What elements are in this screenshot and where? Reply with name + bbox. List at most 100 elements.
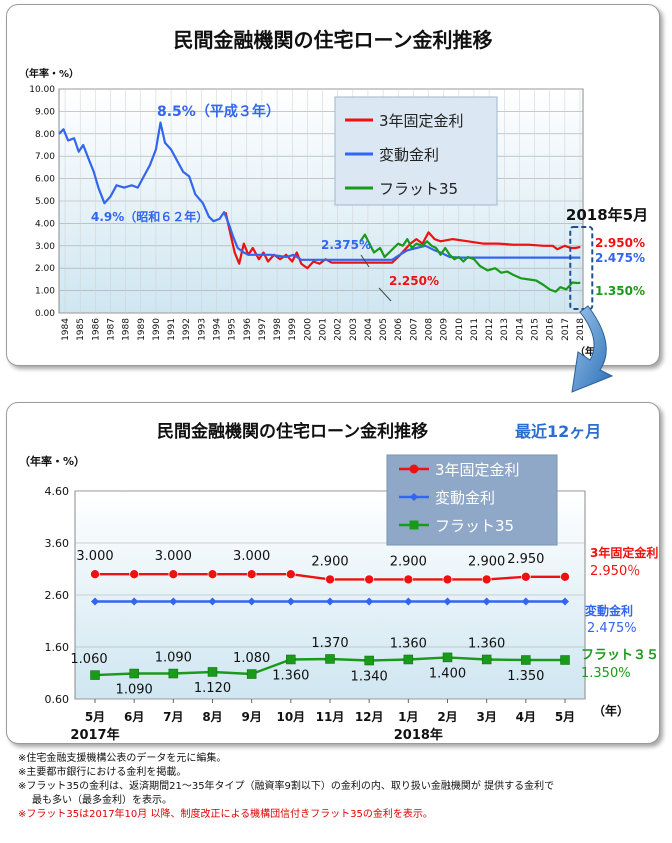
x-tick-label: 8月 — [202, 710, 222, 724]
point-variable-8 — [404, 597, 413, 606]
point-variable-10 — [482, 597, 491, 606]
data-label-fixed-6: 2.900 — [311, 554, 348, 569]
data-label-flat35-5: 1.360 — [272, 668, 309, 683]
year-label: 2017年 — [70, 727, 119, 743]
x-tick-label: 7月 — [163, 710, 183, 724]
x-tick-label: 2001 — [319, 318, 329, 341]
point-flat35-9 — [442, 652, 453, 663]
latest-highlight-box — [569, 226, 594, 310]
x-tick-label: 1999 — [288, 318, 298, 341]
y-tick-label: 2.00 — [35, 264, 55, 274]
recent-12-months-chart-panel: 民間金融機関の住宅ローン金利推移 最近12ヶ月 （年率・%） 0.60 1.60 2.60… — [6, 402, 660, 744]
x-tick-label: 1991 — [167, 318, 177, 341]
x-tick-label: 9月 — [241, 710, 261, 724]
point-fixed-9 — [442, 574, 453, 585]
recent-12-months-chart: 民間金融機関の住宅ローン金利推移 最近12ヶ月 （年率・%） 0.60 1.60 2.60… — [19, 421, 659, 743]
point-fixed-7 — [364, 574, 374, 585]
y-tick-label: 3.60 — [45, 537, 70, 550]
x-tick-label: 2009 — [440, 318, 450, 341]
legend-label-1: 変動金利 — [435, 489, 495, 507]
point-fixed-4 — [246, 569, 257, 579]
x-tick-label: 1996 — [243, 318, 253, 341]
annotation-latest-month: 2018年5月 — [566, 206, 648, 224]
annotation-1987: 4.9%（昭和６２年） — [91, 209, 208, 224]
end-label-fixed-name: 3年固定金利 — [590, 545, 658, 560]
x-tick-label: 10月 — [276, 710, 305, 724]
end-label-variable-value: 2.475% — [587, 621, 637, 636]
y-tick-label: 9.00 — [35, 107, 55, 117]
x-tick-label: 2016 — [546, 318, 556, 341]
y-tick-label: 4.00 — [35, 219, 55, 229]
data-label-flat35-4: 1.080 — [233, 651, 270, 666]
x-tick-label: 2000 — [303, 318, 313, 341]
data-label-fixed-0: 3.000 — [76, 549, 113, 564]
year-label: 2018年 — [394, 727, 443, 743]
x-tick-label: 5月 — [85, 710, 105, 724]
x-tick-label: 2013 — [500, 318, 510, 341]
x-tick-label: 2014 — [515, 318, 525, 341]
y-axis-label: （年率・%） — [19, 67, 79, 80]
x-tick-label: 1987 — [106, 318, 116, 341]
point-fixed-0 — [90, 569, 100, 579]
y-tick-label: 0.00 — [35, 309, 55, 319]
data-label-flat35-3: 1.120 — [194, 681, 231, 696]
data-label-flat35-1: 1.090 — [116, 683, 153, 698]
x-tick-label: 2003 — [349, 318, 359, 341]
x-tick-label: 2011 — [470, 318, 480, 341]
chart-subtitle: 最近12ヶ月 — [515, 422, 601, 441]
y-tick-label: 1.00 — [35, 287, 55, 297]
chart-title: 民間金融機関の住宅ローン金利推移 — [157, 421, 428, 442]
x-tick-label: 1997 — [258, 318, 268, 341]
point-variable-11 — [521, 597, 530, 606]
point-flat35-0 — [90, 670, 100, 680]
point-flat35-8 — [403, 654, 414, 665]
legend-label-0: 3年固定金利 — [379, 112, 464, 130]
y-tick-label: 2.60 — [45, 589, 70, 602]
x-tick-label: 1993 — [197, 318, 207, 341]
x-tick-label: 1月 — [398, 710, 418, 724]
annotation-leader-1 — [360, 254, 370, 268]
x-tick-label: 1985 — [76, 318, 86, 341]
data-label-flat35-2: 1.090 — [155, 651, 192, 666]
x-tick-label: 2018 — [576, 318, 586, 341]
long-term-chart-panel: 民間金融機関の住宅ローン金利推移 （年率・%） 0.00 1.00 2.00 3.00 4.… — [6, 4, 660, 366]
data-label-flat35-8: 1.360 — [390, 636, 427, 651]
data-label-fixed-8: 2.900 — [390, 554, 427, 569]
x-tick-label: 3月 — [476, 710, 496, 724]
data-label-fixed-2: 3.000 — [155, 549, 192, 564]
x-tick-label: 1989 — [137, 318, 147, 341]
footnote-4: ※フラット35は2017年10月 以降、制度改正による機構団信付きフラット35の… — [18, 809, 433, 820]
point-variable-0 — [91, 597, 99, 606]
x-tick-label: 11月 — [316, 710, 345, 724]
data-label-fixed-11: 2.950 — [507, 552, 544, 567]
point-flat35-12 — [560, 655, 570, 665]
point-fixed-5 — [286, 569, 296, 579]
y-tick-label: 8.00 — [35, 130, 55, 140]
point-flat35-3 — [207, 667, 218, 677]
point-flat35-5 — [286, 654, 296, 665]
legend-marker-1 — [410, 493, 418, 501]
y-axis-label: （年率・%） — [19, 454, 85, 468]
footnote-1: ※住宅金融支援機構公表のデータを元に編集。 — [18, 753, 227, 764]
legend-marker-2 — [409, 520, 419, 530]
x-tick-label: 2005 — [379, 318, 389, 341]
y-tick-label: 7.00 — [35, 152, 55, 162]
end-label-flat35-name: フラット３５ — [581, 648, 659, 663]
y-tick-label: 4.60 — [45, 485, 70, 498]
annotation-variable-low: 2.375% — [321, 238, 371, 252]
legend-marker-0 — [409, 464, 419, 474]
x-tick-label: 12月 — [355, 710, 384, 724]
legend-label-1: 変動金利 — [379, 146, 439, 164]
series-line-1 — [58, 121, 581, 261]
y-tick-label: 3.00 — [35, 242, 55, 252]
y-tick-label: 1.60 — [45, 641, 70, 654]
x-tick-label: 1995 — [228, 318, 238, 341]
x-axis-label: （年） — [593, 703, 629, 718]
annotation-fixed-low: 2.250% — [389, 274, 439, 288]
point-flat35-11 — [521, 655, 531, 665]
legend-label-0: 3年固定金利 — [435, 461, 520, 479]
point-variable-1 — [130, 597, 139, 606]
x-tick-label: 2007 — [409, 318, 419, 341]
series-line-2 — [359, 233, 581, 293]
